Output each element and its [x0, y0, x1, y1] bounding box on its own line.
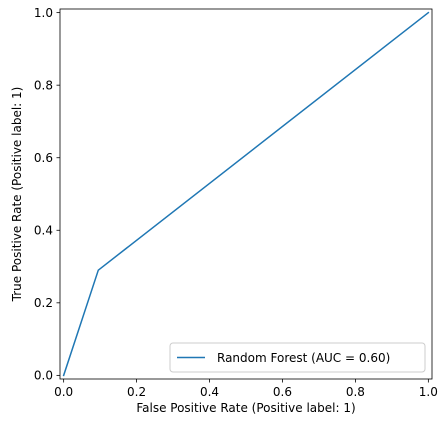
plot-area	[62, 11, 430, 377]
y-tick-label: 0.6	[34, 151, 53, 165]
y-tick-label: 0.4	[34, 224, 53, 238]
x-tick-label: 1.0	[419, 385, 438, 399]
x-axis-label: False Positive Rate (Positive label: 1)	[136, 401, 355, 415]
y-tick-label: 0.0	[34, 369, 53, 383]
legend: Random Forest (AUC = 0.60)	[169, 342, 426, 373]
legend-entry-label: Random Forest (AUC = 0.60)	[217, 351, 390, 365]
x-tick-label: 0.8	[346, 385, 365, 399]
x-tick-label: 0.0	[54, 385, 73, 399]
x-tick-label: 0.2	[127, 385, 146, 399]
x-tick-label: 0.6	[273, 385, 292, 399]
y-axis-label: True Positive Rate (Positive label: 1)	[10, 87, 24, 303]
x-tick-label: 0.4	[200, 385, 219, 399]
y-tick-label: 0.8	[34, 78, 53, 92]
series-line-0	[62, 11, 430, 377]
y-tick-label: 1.0	[34, 6, 53, 20]
axes: 0.0 0.2 0.4 0.6 0.8 1.0 0.0 0.2 0.4 0.6 0.8 1.0	[34, 6, 438, 399]
legend-box	[169, 342, 426, 373]
y-tick-label: 0.2	[34, 296, 53, 310]
axes-frame	[59, 8, 433, 380]
